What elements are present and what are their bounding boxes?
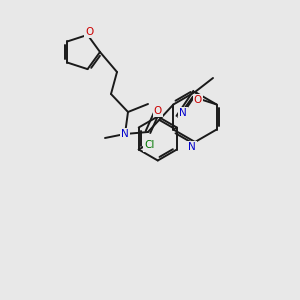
Text: O: O — [154, 106, 162, 116]
Text: N: N — [179, 108, 187, 118]
Text: N: N — [121, 129, 129, 139]
Text: Cl: Cl — [144, 140, 155, 151]
Text: O: O — [85, 27, 94, 37]
Text: N: N — [188, 142, 196, 152]
Text: O: O — [194, 95, 202, 105]
